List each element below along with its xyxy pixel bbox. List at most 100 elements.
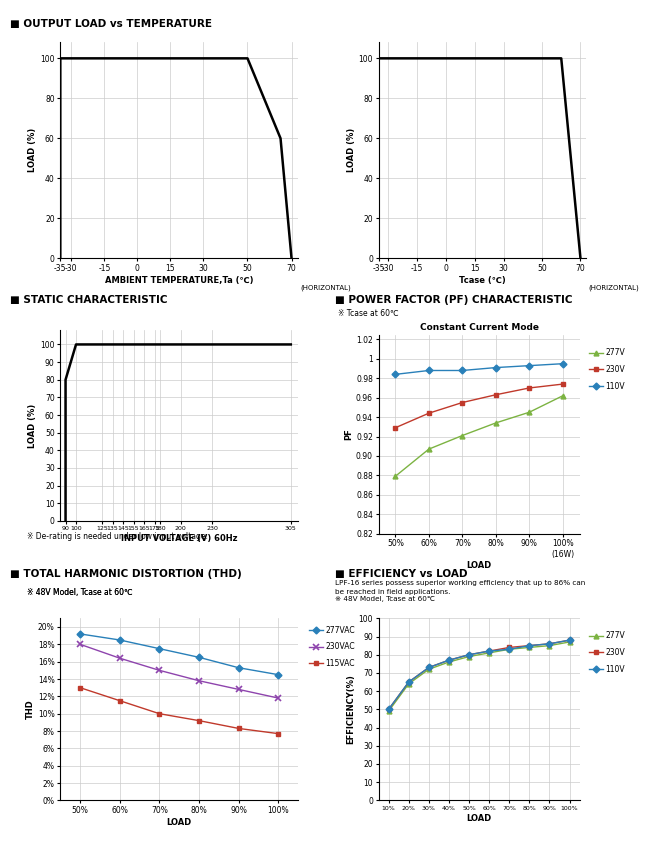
230V [545,639,553,649]
Legend: 277VAC, 230VAC, 115VAC: 277VAC, 230VAC, 115VAC [309,626,355,668]
Text: ※ Tcase at 60℃: ※ Tcase at 60℃ [338,309,399,318]
230V [425,408,433,418]
110V [458,365,466,375]
Text: LPF-16 series possess superior working efficiency that up to 86% can: LPF-16 series possess superior working e… [335,580,586,586]
115VAC [76,683,84,693]
277VAC [116,635,124,645]
230V [425,662,433,673]
110V [385,704,393,714]
115VAC [234,723,243,734]
Text: ■ STATIC CHARACTERISTIC: ■ STATIC CHARACTERISTIC [10,295,168,305]
277VAC [274,670,282,680]
Y-axis label: LOAD (%): LOAD (%) [28,128,38,173]
Text: (HORIZONTAL): (HORIZONTAL) [588,285,639,291]
230V [492,390,500,400]
230V [391,423,399,433]
230VAC [274,693,282,703]
Y-axis label: LOAD (%): LOAD (%) [346,128,356,173]
115VAC [155,709,163,719]
277V [505,645,513,655]
Y-axis label: PF: PF [344,429,353,440]
230VAC [76,639,84,650]
230V [385,704,393,714]
230VAC [116,653,124,663]
110V [405,677,413,687]
230V [458,397,466,407]
277V [485,648,493,658]
115VAC [195,716,203,726]
110V [565,635,574,645]
230V [559,379,567,389]
230V [525,640,533,650]
110V [465,650,473,660]
277V [425,444,433,454]
115VAC [116,695,124,706]
Y-axis label: EFFICIENCY(%): EFFICIENCY(%) [346,674,356,745]
Line: 277VAC: 277VAC [78,632,281,677]
277V [385,706,393,717]
230V [405,677,413,687]
277VAC [234,662,243,673]
Title: Constant Current Mode: Constant Current Mode [419,324,539,332]
Text: ※ 48V Model, Tcase at 60℃: ※ 48V Model, Tcase at 60℃ [27,588,133,597]
Line: 277V: 277V [386,639,572,714]
277V [445,657,453,667]
110V [525,640,533,650]
X-axis label: INPUT VOLTAGE (V) 60Hz: INPUT VOLTAGE (V) 60Hz [121,534,237,543]
Line: 110V: 110V [386,638,572,711]
277V [465,651,473,662]
230VAC [234,684,243,695]
X-axis label: LOAD: LOAD [466,814,492,822]
230V [505,642,513,652]
Legend: 277V, 230V, 110V: 277V, 230V, 110V [590,348,625,390]
Y-axis label: THD: THD [26,700,36,719]
Text: ■ POWER FACTOR (PF) CHARACTERISTIC: ■ POWER FACTOR (PF) CHARACTERISTIC [335,295,572,305]
X-axis label: AMBIENT TEMPERATURE,Ta (℃): AMBIENT TEMPERATURE,Ta (℃) [105,275,253,285]
277V [405,678,413,689]
277V [492,418,500,428]
230V [445,655,453,665]
110V [545,639,553,649]
X-axis label: LOAD: LOAD [167,817,192,827]
Text: be reached in field applications.: be reached in field applications. [335,589,450,595]
Line: 230VAC: 230VAC [77,641,281,701]
Line: 230V: 230V [393,382,565,430]
110V [485,646,493,656]
277VAC [155,644,163,654]
110V [505,645,513,655]
110V [525,361,533,371]
230V [565,635,574,645]
Y-axis label: LOAD (%): LOAD (%) [28,403,38,448]
Text: ■ EFFICIENCY vs LOAD: ■ EFFICIENCY vs LOAD [335,569,468,579]
277VAC [76,628,84,639]
110V [391,369,399,379]
230V [485,646,493,656]
Line: 277V: 277V [393,393,565,479]
277VAC [195,652,203,662]
230VAC [155,665,163,675]
277V [559,390,567,401]
115VAC [274,728,282,739]
110V [425,365,433,375]
Line: 110V: 110V [393,362,565,377]
Text: ■ OUTPUT LOAD vs TEMPERATURE: ■ OUTPUT LOAD vs TEMPERATURE [10,19,212,29]
277V [458,430,466,440]
Line: 230V: 230V [386,638,572,711]
277V [545,640,553,650]
277V [565,637,574,647]
110V [559,358,567,368]
Text: (HORIZONTAL): (HORIZONTAL) [301,285,351,291]
Text: ※ De-rating is needed under low input voltage.: ※ De-rating is needed under low input vo… [27,532,208,541]
X-axis label: LOAD: LOAD [466,562,492,570]
230VAC [195,676,203,686]
110V [445,655,453,665]
Text: ※ 48V Model, Tcase at 60℃: ※ 48V Model, Tcase at 60℃ [27,588,133,597]
Text: ■ TOTAL HARMONIC DISTORTION (THD): ■ TOTAL HARMONIC DISTORTION (THD) [10,569,242,579]
277V [425,664,433,674]
277V [391,471,399,481]
110V [425,662,433,673]
Legend: 277V, 230V, 110V: 277V, 230V, 110V [590,631,625,673]
277V [525,407,533,418]
230V [525,383,533,393]
230V [465,650,473,660]
